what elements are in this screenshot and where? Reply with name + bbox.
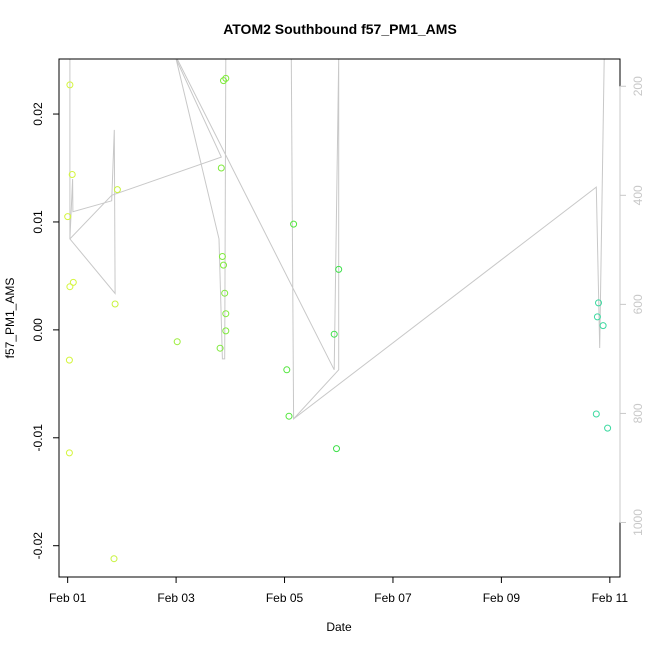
data-point bbox=[65, 356, 73, 364]
right-tick-label: 800 bbox=[631, 403, 645, 423]
data-point bbox=[595, 299, 602, 307]
right-tick-label: 200 bbox=[631, 76, 645, 96]
x-tick-label: Feb 09 bbox=[483, 591, 521, 605]
right-tick-label: 600 bbox=[631, 294, 645, 314]
data-point bbox=[69, 278, 77, 286]
data-point bbox=[64, 213, 72, 221]
chart-title: ATOM2 Southbound f57_PM1_AMS bbox=[223, 21, 457, 37]
data-point bbox=[593, 313, 601, 321]
data-point bbox=[220, 261, 227, 269]
y-tick-label: 0.02 bbox=[31, 102, 45, 126]
x-axis: Feb 01 Feb 03 Feb 05 Feb 07 Feb 09 Feb 11 bbox=[49, 576, 629, 605]
x-tick-label: Feb 03 bbox=[157, 591, 195, 605]
x-tick-label: Feb 07 bbox=[374, 591, 412, 605]
data-point bbox=[222, 310, 230, 318]
data-point bbox=[222, 74, 230, 82]
y-tick-label: -0.01 bbox=[31, 424, 45, 452]
x-tick-label: Feb 05 bbox=[266, 591, 304, 605]
data-point bbox=[283, 366, 291, 374]
data-point bbox=[173, 338, 181, 346]
data-point bbox=[66, 81, 74, 89]
plot-area bbox=[64, 59, 612, 563]
y-tick-label: -0.02 bbox=[31, 532, 45, 560]
data-point bbox=[68, 171, 76, 178]
data-point bbox=[333, 445, 340, 453]
data-point bbox=[290, 220, 298, 228]
data-point bbox=[217, 164, 225, 172]
data-point bbox=[66, 283, 74, 291]
right-tick-label: 400 bbox=[631, 185, 645, 205]
x-tick-label: Feb 01 bbox=[49, 591, 87, 605]
y-tick-label: 0.00 bbox=[31, 318, 45, 342]
data-point bbox=[592, 410, 600, 418]
line-series bbox=[69, 59, 605, 421]
data-point bbox=[65, 449, 73, 457]
data-point bbox=[330, 330, 338, 338]
data-point bbox=[218, 253, 226, 260]
data-point bbox=[111, 300, 119, 308]
data-point bbox=[220, 77, 227, 85]
y-axis: -0.02 -0.01 0.00 0.01 0.02 bbox=[31, 102, 60, 560]
data-point bbox=[110, 555, 118, 563]
data-point bbox=[285, 412, 293, 420]
y-axis-label: f57_PM1_AMS bbox=[3, 278, 17, 359]
right-tick-label: 1000 bbox=[631, 509, 645, 536]
x-tick-label: Feb 11 bbox=[592, 591, 629, 605]
data-point bbox=[335, 265, 343, 273]
y-tick-label: 0.01 bbox=[31, 210, 45, 234]
right-axis: 200 400 600 800 1000 bbox=[619, 76, 645, 536]
data-point bbox=[216, 344, 224, 352]
data-point bbox=[222, 327, 230, 335]
data-point bbox=[599, 322, 607, 330]
data-point bbox=[604, 424, 612, 432]
data-point bbox=[221, 289, 229, 297]
x-axis-label: Date bbox=[326, 620, 352, 634]
data-point bbox=[113, 186, 121, 194]
